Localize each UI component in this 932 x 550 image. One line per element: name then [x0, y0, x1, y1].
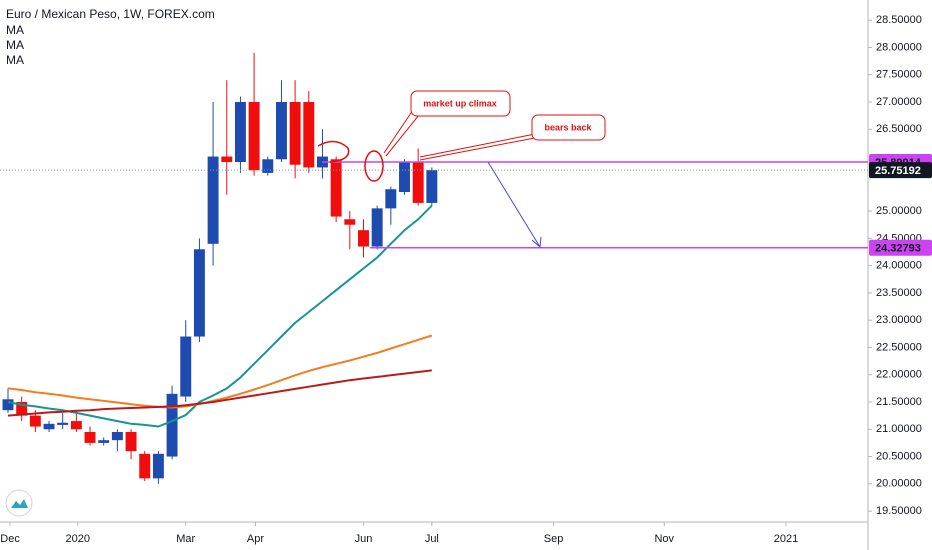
x-tick-label: Sep: [544, 533, 564, 545]
candle-body: [275, 102, 287, 160]
candle-body: [248, 102, 260, 171]
logo-mark[interactable]: [11, 499, 28, 508]
callout-box: [410, 90, 511, 117]
candle-body: [221, 156, 233, 162]
axes: 19.50000 20.00000 20.50000 21.00000 21.50000…: [0, 14, 932, 545]
candle-body: [289, 102, 301, 165]
y-tick-label: 24.00000: [876, 260, 922, 272]
candle-body: [139, 453, 151, 479]
x-tick-label: Dec: [0, 533, 20, 545]
y-tick-label: 26.50000: [876, 123, 922, 135]
y-tick-label: 25.00000: [876, 205, 922, 217]
y-tick-label: 28.50000: [876, 14, 922, 26]
x-tick-label: Jun: [355, 533, 373, 545]
circle-drawing: [317, 140, 350, 163]
candle-body: [234, 102, 246, 162]
annotation-text: bears back: [544, 122, 592, 132]
logo[interactable]: [5, 489, 33, 517]
plot-area: [0, 52, 868, 484]
candle-body: [16, 402, 28, 416]
x-tick-label: Apr: [247, 533, 264, 545]
candle-body: [166, 393, 178, 457]
candle-body: [303, 102, 315, 168]
y-tick-label: 21.00000: [876, 423, 922, 435]
candle-body: [98, 440, 110, 443]
y-tick-label: 23.50000: [876, 287, 922, 299]
legend-entry: MA: [6, 23, 24, 37]
y-tick-label: 21.50000: [876, 396, 922, 408]
legend-entry: MA: [6, 38, 24, 52]
candle-body: [43, 423, 55, 430]
candle-body: [399, 162, 410, 192]
logo-circle[interactable]: [5, 489, 33, 517]
y-tick-label: 27.00000: [876, 96, 922, 108]
y-tick-label: 20.00000: [876, 478, 922, 490]
candle-body: [207, 156, 219, 244]
candle-body: [412, 162, 424, 203]
candle-body: [193, 249, 205, 337]
callout-lines: [383, 109, 424, 157]
candle-body: [57, 422, 69, 425]
candle-body: [70, 421, 82, 430]
callout-lines: [419, 133, 546, 161]
legend-entry: MA: [6, 53, 24, 67]
candle-body: [371, 208, 383, 247]
circle-drawing: [364, 150, 384, 182]
candle-body: [180, 336, 192, 397]
x-tick-label: 2021: [774, 533, 798, 545]
projection-arrow: [487, 161, 542, 249]
candle-body: [385, 189, 397, 209]
price-label-box: [869, 239, 932, 256]
candle-body: [330, 159, 342, 217]
candle-body: [2, 399, 14, 411]
y-tick-label: 22.50000: [876, 341, 922, 353]
candle-body: [111, 432, 123, 441]
candle-body: [426, 170, 438, 203]
y-tick-label: 28.00000: [876, 41, 922, 53]
candle-body: [152, 453, 164, 479]
y-tick-label: 19.50000: [876, 505, 922, 517]
moving-average: [7, 204, 433, 428]
moving-average: [7, 334, 433, 409]
x-tick-label: 2020: [65, 533, 89, 545]
y-tick-label: 23.00000: [876, 314, 922, 326]
chart-title: Euro / Mexican Peso, 1W, FOREX.com: [6, 7, 215, 21]
candle-body: [262, 159, 274, 173]
y-tick-label: 22.00000: [876, 369, 922, 381]
callout-box: [531, 114, 606, 141]
candle-body: [125, 432, 137, 452]
price-label-box: [869, 162, 932, 179]
moving-average: [7, 369, 432, 417]
candle-body: [29, 415, 41, 427]
annotations: market up climax bears back: [317, 90, 606, 249]
y-tick-label: 20.50000: [876, 450, 922, 462]
price-label: 25.75192: [875, 165, 921, 177]
candle-body: [344, 219, 356, 225]
y-tick-label: 27.50000: [876, 69, 922, 81]
price-label: 24.32793: [875, 243, 921, 255]
x-tick-label: Mar: [176, 533, 195, 545]
candle-body: [358, 230, 369, 247]
annotation-text: market up climax: [423, 98, 497, 108]
candle-body: [84, 432, 96, 443]
x-tick-label: Nov: [654, 533, 674, 545]
x-tick-label: Jul: [425, 533, 439, 545]
